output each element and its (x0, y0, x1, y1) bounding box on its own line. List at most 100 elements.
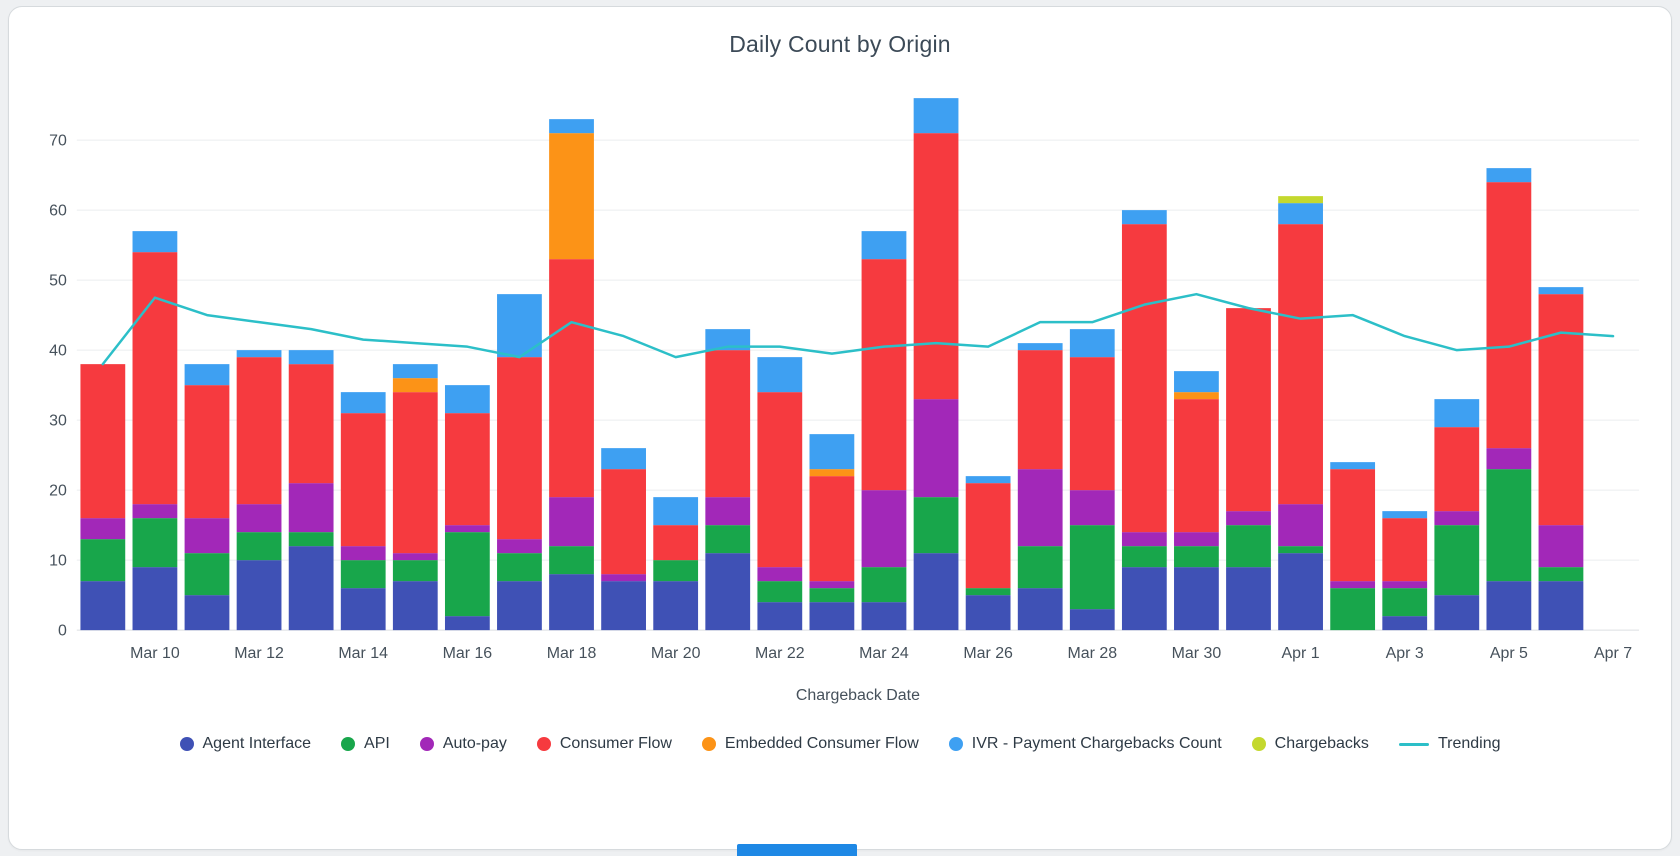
bar-segment[interactable] (1017, 350, 1063, 470)
bar-segment[interactable] (1278, 504, 1323, 547)
bar-segment[interactable] (549, 259, 594, 498)
bar-segment[interactable] (1486, 469, 1532, 582)
bar-segment[interactable] (80, 364, 126, 519)
bar-segment[interactable] (1486, 182, 1532, 449)
bar-segment[interactable] (965, 588, 1011, 596)
bar-segment[interactable] (1486, 581, 1532, 631)
bar-segment[interactable] (184, 595, 230, 631)
bar-segment[interactable] (1174, 371, 1219, 393)
bar-segment[interactable] (1174, 392, 1219, 400)
bar-segment[interactable] (1538, 581, 1584, 631)
bar-segment[interactable] (1121, 532, 1167, 547)
bar-segment[interactable] (601, 581, 646, 631)
bar-segment[interactable] (549, 546, 594, 575)
bar-segment[interactable] (705, 350, 751, 498)
bar-segment[interactable] (340, 546, 386, 561)
bar-segment[interactable] (132, 504, 178, 519)
bar-segment[interactable] (80, 581, 126, 631)
legend-item-trending[interactable]: Trending (1398, 735, 1501, 753)
bar-segment[interactable] (1017, 588, 1063, 631)
bar-segment[interactable] (1121, 567, 1167, 631)
bar-segment[interactable] (132, 231, 178, 253)
bar-segment[interactable] (80, 539, 126, 582)
bar-segment[interactable] (601, 448, 646, 470)
bar-segment[interactable] (1486, 448, 1532, 470)
legend-item-embedded-consumer-flow[interactable]: Embedded Consumer Flow (701, 735, 919, 753)
bar-segment[interactable] (913, 553, 959, 631)
bar-segment[interactable] (1121, 546, 1167, 568)
bar-segment[interactable] (340, 392, 386, 414)
bar-segment[interactable] (601, 574, 646, 582)
legend-item-agent-interface[interactable]: Agent Interface (179, 735, 311, 753)
bar-segment[interactable] (861, 231, 907, 260)
bar-segment[interactable] (80, 518, 126, 540)
bar-segment[interactable] (1278, 553, 1323, 631)
bar-segment[interactable] (549, 133, 594, 260)
bar-segment[interactable] (1278, 546, 1323, 554)
bar-segment[interactable] (1069, 525, 1115, 610)
bar-segment[interactable] (340, 560, 386, 589)
bar-segment[interactable] (705, 525, 751, 554)
bar-segment[interactable] (444, 616, 490, 631)
bar-segment[interactable] (288, 532, 334, 547)
bar-segment[interactable] (132, 567, 178, 631)
legend-item-api[interactable]: API (341, 735, 390, 753)
bar-segment[interactable] (1226, 308, 1271, 512)
bar-segment[interactable] (1017, 546, 1063, 589)
bar-segment[interactable] (549, 497, 594, 547)
bar-segment[interactable] (1382, 511, 1428, 519)
bar-segment[interactable] (392, 553, 438, 561)
bar-segment[interactable] (1434, 525, 1480, 596)
bar-segment[interactable] (757, 392, 803, 568)
bar-segment[interactable] (132, 252, 178, 505)
bar-segment[interactable] (1069, 609, 1115, 631)
bar-segment[interactable] (861, 259, 907, 491)
bar-segment[interactable] (1069, 329, 1115, 358)
bar-segment[interactable] (1174, 532, 1219, 547)
bar-segment[interactable] (236, 357, 282, 505)
bar-segment[interactable] (184, 385, 230, 519)
bar-segment[interactable] (392, 581, 438, 631)
bar-segment[interactable] (1069, 490, 1115, 526)
bar-segment[interactable] (757, 357, 803, 393)
bar-segment[interactable] (1017, 343, 1063, 351)
bar-segment[interactable] (913, 399, 959, 498)
bar-segment[interactable] (1330, 581, 1376, 589)
bar-segment[interactable] (965, 595, 1011, 631)
bar-segment[interactable] (1017, 469, 1063, 547)
bar-segment[interactable] (1538, 567, 1584, 582)
bar-segment[interactable] (913, 133, 959, 400)
bar-segment[interactable] (184, 364, 230, 386)
bar-segment[interactable] (549, 119, 594, 134)
bar-segment[interactable] (392, 378, 438, 393)
bar-segment[interactable] (1538, 294, 1584, 526)
bar-segment[interactable] (497, 553, 542, 582)
bar-segment[interactable] (1486, 168, 1532, 183)
bar-segment[interactable] (444, 525, 490, 533)
bar-segment[interactable] (757, 567, 803, 582)
bar-segment[interactable] (1434, 399, 1480, 428)
bar-segment[interactable] (757, 602, 803, 631)
bar-segment[interactable] (340, 413, 386, 547)
bar-segment[interactable] (288, 483, 334, 533)
bar-segment[interactable] (444, 532, 490, 617)
bar-segment[interactable] (653, 497, 699, 526)
bar-segment[interactable] (809, 476, 855, 582)
bar-segment[interactable] (913, 98, 959, 134)
bar-segment[interactable] (236, 560, 282, 631)
bar-segment[interactable] (1121, 224, 1167, 533)
bar-segment[interactable] (1278, 203, 1323, 225)
bar-segment[interactable] (392, 392, 438, 554)
bar-segment[interactable] (861, 602, 907, 631)
bar-segment[interactable] (1538, 525, 1584, 568)
bar-segment[interactable] (653, 581, 699, 631)
bar-segment[interactable] (965, 483, 1011, 589)
legend-item-consumer-flow[interactable]: Consumer Flow (536, 735, 672, 753)
bar-segment[interactable] (1121, 210, 1167, 225)
bar-segment[interactable] (757, 581, 803, 603)
bar-segment[interactable] (1382, 581, 1428, 589)
bar-segment[interactable] (809, 588, 855, 603)
bar-segment[interactable] (1330, 462, 1376, 470)
bar-segment[interactable] (1278, 196, 1323, 204)
bar-segment[interactable] (392, 560, 438, 582)
